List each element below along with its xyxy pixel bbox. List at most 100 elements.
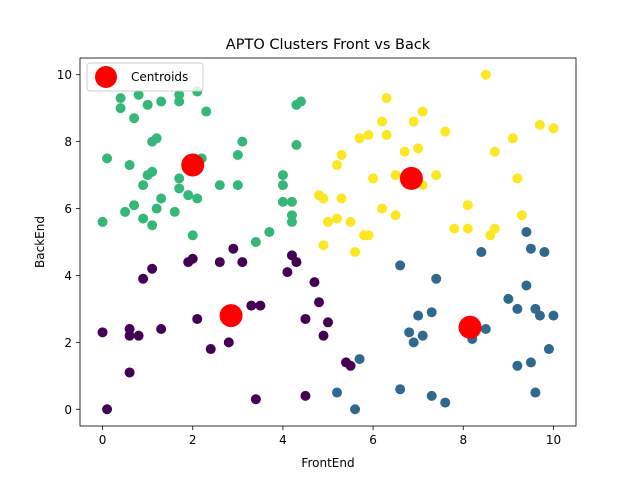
legend-label-centroids: Centroids	[131, 70, 188, 84]
data-point-green	[115, 93, 126, 104]
x-tick-label: 8	[459, 433, 467, 447]
data-point-purple	[237, 257, 248, 268]
data-point-green	[264, 226, 275, 237]
data-point-purple	[205, 344, 216, 355]
data-point-yellow	[350, 247, 361, 258]
data-point-green	[232, 150, 243, 161]
data-point-purple	[282, 267, 293, 278]
data-point-blue	[543, 344, 554, 355]
data-point-green	[129, 200, 140, 211]
data-point-yellow	[480, 69, 491, 80]
data-point-yellow	[381, 93, 392, 104]
data-point-blue	[426, 390, 437, 401]
data-point-green	[232, 180, 243, 191]
data-point-yellow	[332, 160, 343, 171]
data-point-purple	[228, 243, 239, 254]
data-point-blue	[476, 247, 487, 258]
y-axis: 0 2 4 6 8 10	[57, 68, 80, 417]
data-point-yellow	[516, 210, 527, 221]
data-point-purple	[250, 394, 261, 405]
data-point-purple	[124, 367, 135, 378]
data-point-green	[183, 190, 194, 201]
data-point-yellow	[390, 210, 401, 221]
data-point-purple	[255, 300, 266, 311]
data-point-yellow	[507, 133, 518, 144]
data-point-purple	[133, 330, 144, 341]
data-point-purple	[345, 360, 356, 371]
data-point-blue	[417, 330, 428, 341]
data-point-green	[169, 206, 180, 217]
data-point-purple	[138, 273, 149, 284]
y-tick-label: 6	[64, 202, 72, 216]
data-point-purple	[97, 327, 108, 338]
data-point-yellow	[363, 129, 374, 140]
data-point-yellow	[417, 106, 428, 117]
centroid-point	[399, 166, 423, 190]
data-point-yellow	[399, 146, 410, 157]
x-tick-label: 0	[99, 433, 107, 447]
data-point-purple	[102, 404, 113, 415]
data-point-purple	[309, 277, 320, 288]
data-point-green	[250, 237, 261, 247]
data-point-blue	[548, 310, 559, 321]
data-point-blue	[350, 404, 361, 415]
data-point-green	[102, 153, 113, 164]
data-point-green	[237, 136, 248, 147]
data-point-green	[151, 133, 162, 144]
data-point-green	[115, 103, 126, 114]
data-point-yellow	[332, 213, 343, 224]
data-point-green	[124, 160, 135, 171]
data-point-green	[138, 180, 149, 191]
centroid-point	[219, 304, 243, 328]
data-point-purple	[214, 257, 225, 268]
data-point-yellow	[336, 150, 347, 161]
data-point-yellow	[462, 223, 473, 234]
x-axis-label: FrontEnd	[301, 456, 354, 470]
data-point-yellow	[440, 126, 451, 137]
y-tick-label: 10	[57, 68, 72, 82]
data-point-yellow	[390, 170, 401, 181]
x-tick-label: 2	[189, 433, 197, 447]
data-point-yellow	[462, 200, 473, 211]
y-tick-label: 2	[64, 336, 72, 350]
data-point-yellow	[431, 170, 442, 181]
data-point-green	[201, 106, 212, 117]
data-point-green	[174, 173, 185, 184]
legend-centroid-marker	[95, 66, 117, 88]
data-point-blue	[413, 310, 424, 321]
data-point-yellow	[413, 143, 424, 154]
data-point-green	[142, 99, 153, 110]
data-point-purple	[300, 390, 311, 401]
data-point-purple	[156, 323, 167, 334]
data-point-green	[147, 166, 158, 177]
data-point-purple	[291, 257, 302, 268]
data-point-blue	[539, 247, 550, 258]
data-point-yellow	[377, 116, 388, 127]
legend-box	[86, 62, 204, 92]
data-point-yellow	[368, 173, 379, 184]
x-axis: 0 2 4 6 8 10	[99, 426, 561, 447]
data-point-yellow	[318, 240, 329, 251]
data-point-blue	[525, 357, 536, 368]
data-point-purple	[223, 337, 234, 348]
data-point-green	[151, 203, 162, 214]
data-point-purple	[147, 263, 158, 274]
data-point-blue	[426, 307, 437, 318]
data-point-blue	[512, 303, 523, 314]
data-point-blue	[525, 243, 536, 254]
data-point-purple	[187, 253, 198, 264]
data-point-yellow	[489, 223, 500, 234]
data-point-blue	[395, 384, 406, 395]
centroid-point	[458, 315, 482, 339]
data-point-green	[120, 206, 131, 217]
data-point-green	[129, 113, 140, 124]
data-point-green	[156, 193, 167, 204]
data-point-yellow	[489, 146, 500, 157]
data-point-yellow	[336, 193, 347, 204]
data-point-green	[156, 96, 167, 107]
data-point-purple	[246, 300, 257, 311]
legend: Centroids	[86, 62, 204, 92]
y-axis-label: BackEnd	[33, 216, 47, 268]
data-point-blue	[521, 226, 532, 237]
